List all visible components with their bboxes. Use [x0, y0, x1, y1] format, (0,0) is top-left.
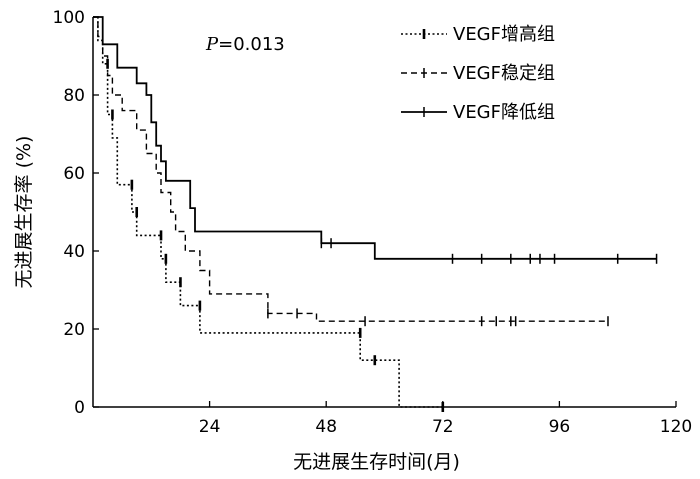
legend-label: VEGF稳定组 — [453, 63, 555, 84]
legend-label: VEGF降低组 — [453, 102, 555, 123]
series-line — [93, 16, 443, 408]
x-tick-label: 72 — [432, 417, 454, 437]
legend-item: VEGF稳定组 — [401, 63, 555, 84]
y-tick-label: 100 — [53, 8, 85, 28]
plot-axes: 0 20 40 60 80 100 24 48 72 96 120 — [53, 8, 693, 437]
y-tick-label: 0 — [74, 398, 85, 418]
y-tick-label: 80 — [63, 86, 85, 106]
p-value-text: =0.013 — [218, 34, 285, 55]
p-value-annotation: P=0.013 — [205, 34, 285, 55]
x-tick-label: 24 — [199, 417, 221, 437]
p-value-label: P — [205, 34, 219, 55]
y-tick-label: 40 — [63, 242, 85, 262]
legend-item: VEGF降低组 — [401, 102, 555, 123]
series-1 — [93, 16, 445, 412]
x-axis-title: 无进展生存时间(月) — [293, 451, 460, 473]
series-2 — [93, 16, 609, 327]
x-tick-label: 120 — [660, 417, 692, 437]
y-axis-title: 无进展生存率 (%) — [13, 136, 35, 289]
series-line — [93, 16, 608, 322]
series-3 — [93, 16, 658, 264]
x-tick-label: 48 — [315, 417, 337, 437]
series-line — [93, 16, 657, 260]
y-tick-label: 20 — [63, 320, 85, 340]
y-tick-label: 60 — [63, 164, 85, 184]
legend-item: VEGF增高组 — [401, 24, 555, 45]
x-tick-label: 96 — [549, 417, 571, 437]
legend-label: VEGF增高组 — [453, 24, 555, 45]
legend: VEGF增高组 VEGF稳定组 VEGF降低组 — [401, 24, 555, 123]
plot-series — [93, 16, 658, 412]
